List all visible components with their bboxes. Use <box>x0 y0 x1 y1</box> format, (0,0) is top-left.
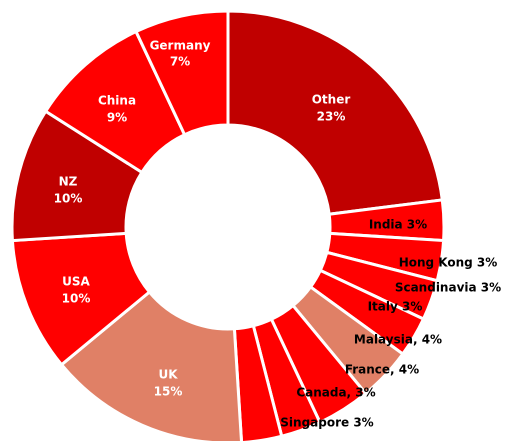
slice-label: China <box>98 94 136 108</box>
slice-label: Italy 3% <box>368 300 423 314</box>
slice-label: Singapore 3% <box>280 416 373 430</box>
slice-label: 10% <box>54 192 83 206</box>
slice-label: 15% <box>154 385 183 399</box>
slice <box>226 9 444 216</box>
slice-label: NZ <box>59 175 78 189</box>
slice-label: India 3% <box>369 218 427 232</box>
slice-label: 7% <box>170 55 190 69</box>
slice-label: Malaysia, 4% <box>354 333 442 347</box>
slice <box>134 9 230 137</box>
slice-label: Hong Kong 3% <box>399 256 498 270</box>
slice-label: Other <box>312 93 351 107</box>
slice-label: Scandinavia 3% <box>395 281 501 295</box>
slice-label: UK <box>158 368 178 382</box>
slice-label: Germany <box>150 39 211 53</box>
slice-label: Canada, 3% <box>296 386 375 400</box>
slice-label: 9% <box>107 111 127 125</box>
slice <box>59 289 244 445</box>
slice-label: France, 4% <box>345 363 419 377</box>
slice-label: USA <box>62 275 90 289</box>
slice-label: 10% <box>62 292 91 306</box>
slice-label: 23% <box>317 110 346 124</box>
